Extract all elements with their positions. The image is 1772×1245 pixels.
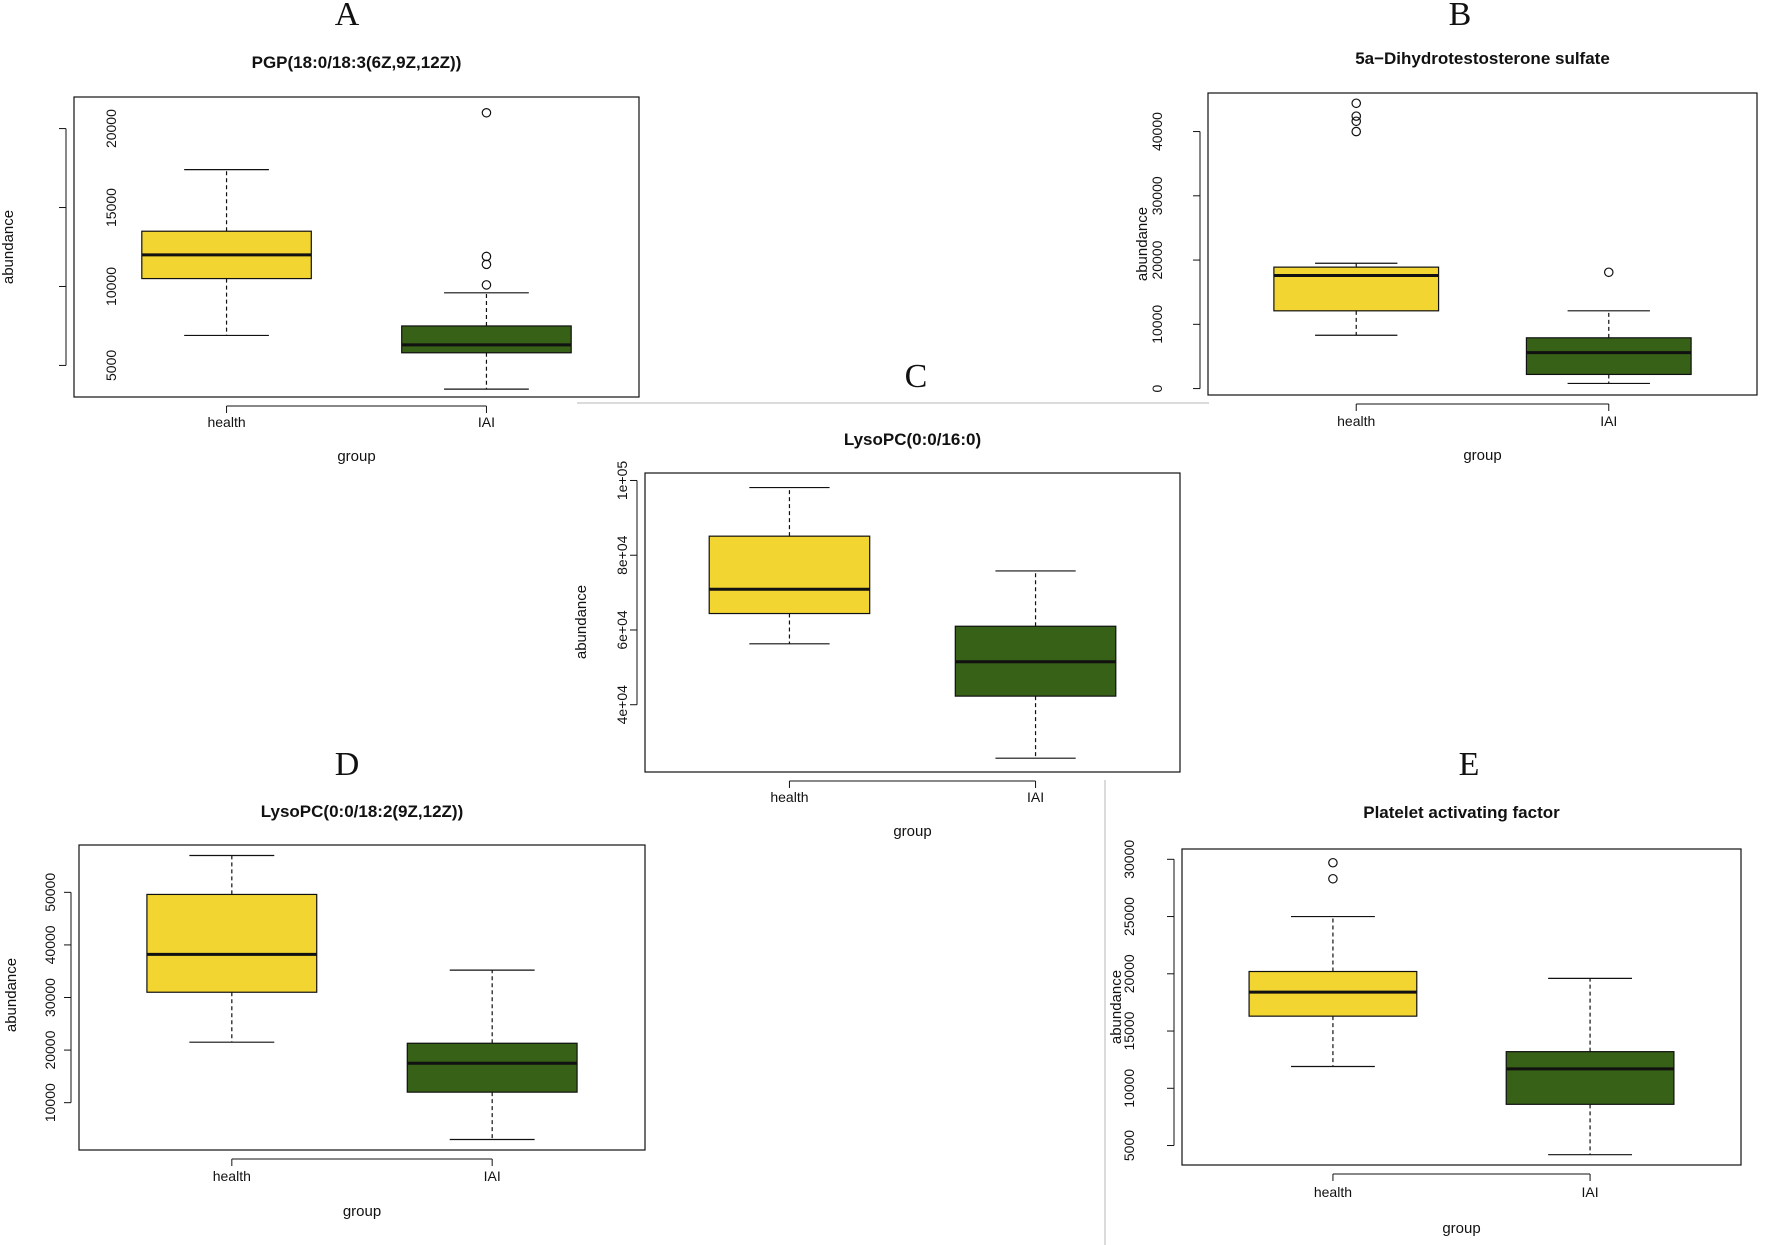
y-tick-label: 8e+04 bbox=[614, 535, 630, 575]
outlier-point bbox=[481, 107, 492, 118]
x-tick-label: health bbox=[1337, 413, 1375, 429]
y-tick-label: 30000 bbox=[42, 978, 58, 1017]
x-axis-title: group bbox=[343, 1203, 381, 1220]
y-axis-title: abundance bbox=[1134, 207, 1151, 281]
chart-panel-b: B 5a−Dihydrotestosterone sulfate 0 10000 200… bbox=[1134, 0, 1758, 464]
box-iai bbox=[1505, 977, 1675, 1156]
box-iai bbox=[406, 969, 578, 1141]
y-tick-label: 30000 bbox=[1121, 840, 1137, 879]
panel-letter: A bbox=[335, 0, 360, 33]
outlier-point bbox=[1351, 126, 1362, 137]
plot-frame bbox=[644, 472, 1181, 773]
box-health bbox=[1273, 98, 1440, 336]
outlier-point bbox=[481, 251, 492, 262]
box-health bbox=[146, 854, 318, 1043]
chart-title: LysoPC(0:0/18:2(9Z,12Z)) bbox=[261, 802, 463, 821]
y-axis-title: abundance bbox=[0, 210, 17, 284]
x-axis-title: group bbox=[1463, 447, 1501, 464]
x-tick-label: health bbox=[770, 789, 808, 805]
chart-panel-c: C LysoPC(0:0/16:0) 4e+04 6e+04 8e+04 1e+05 abu… bbox=[573, 358, 1181, 840]
y-tick-label: 15000 bbox=[1121, 1011, 1137, 1050]
x-tick-label: health bbox=[207, 414, 245, 430]
y-tick-label: 30000 bbox=[1149, 176, 1165, 215]
y-tick-label: 20000 bbox=[1121, 954, 1137, 993]
box-health bbox=[141, 169, 312, 337]
x-axis-title: group bbox=[337, 448, 375, 465]
x-tick-label: IAI bbox=[484, 1168, 501, 1184]
y-tick-label: 15000 bbox=[103, 188, 119, 227]
plot-frame bbox=[1181, 848, 1742, 1166]
outlier-point bbox=[1351, 116, 1362, 127]
y-tick-label: 1e+05 bbox=[614, 461, 630, 501]
y-tick-label: 10000 bbox=[1121, 1069, 1137, 1108]
chart-title: PGP(18:0/18:3(6Z,9Z,12Z)) bbox=[252, 53, 462, 72]
iqr-box bbox=[401, 325, 572, 354]
iqr-box bbox=[406, 1042, 578, 1093]
plot-frame bbox=[73, 96, 640, 398]
chart-panel-e: E Platelet activating factor 5000 10000 1500… bbox=[1108, 746, 1742, 1237]
y-tick-label: 40000 bbox=[42, 925, 58, 964]
chart-title: 5a−Dihydrotestosterone sulfate bbox=[1355, 49, 1610, 68]
outlier-point bbox=[1351, 98, 1362, 109]
box-health bbox=[708, 486, 871, 645]
chart-panel-a: A PGP(18:0/18:3(6Z,9Z,12Z)) 5000 10000 15000… bbox=[0, 0, 640, 465]
y-tick-label: 5000 bbox=[1121, 1130, 1137, 1161]
chart-title: LysoPC(0:0/16:0) bbox=[844, 430, 981, 449]
box-iai bbox=[954, 570, 1117, 759]
y-tick-label: 40000 bbox=[1149, 112, 1165, 151]
iqr-box bbox=[708, 535, 871, 615]
y-tick-label: 10000 bbox=[1149, 305, 1165, 344]
box-iai bbox=[401, 107, 572, 390]
plot-frame bbox=[1207, 92, 1758, 396]
x-tick-label: IAI bbox=[1582, 1184, 1599, 1200]
y-tick-label: 0 bbox=[1149, 384, 1165, 392]
outlier-point bbox=[1328, 857, 1338, 868]
y-tick-label: 10000 bbox=[103, 267, 119, 306]
iqr-box bbox=[1273, 266, 1440, 312]
plot-frame bbox=[78, 844, 646, 1151]
y-axis-title: abundance bbox=[3, 958, 20, 1032]
outlier-point bbox=[481, 259, 492, 270]
x-axis-title: group bbox=[1442, 1220, 1480, 1237]
y-tick-label: 5000 bbox=[103, 350, 119, 381]
iqr-box bbox=[1525, 337, 1692, 376]
panel-letter: C bbox=[905, 358, 928, 395]
y-axis-title: abundance bbox=[1108, 970, 1125, 1044]
y-axis-title: abundance bbox=[573, 585, 590, 659]
x-tick-label: IAI bbox=[1600, 413, 1617, 429]
y-tick-label: 6e+04 bbox=[614, 610, 630, 650]
iqr-box bbox=[146, 893, 318, 993]
x-tick-label: health bbox=[1314, 1184, 1352, 1200]
y-tick-label: 50000 bbox=[42, 873, 58, 912]
outlier-point bbox=[1603, 267, 1614, 278]
x-axis-title: group bbox=[893, 823, 931, 840]
box-health bbox=[1248, 857, 1418, 1068]
x-tick-label: health bbox=[213, 1168, 251, 1184]
y-tick-label: 10000 bbox=[42, 1083, 58, 1122]
y-tick-label: 4e+04 bbox=[614, 685, 630, 725]
x-tick-label: IAI bbox=[1027, 789, 1044, 805]
chart-title: Platelet activating factor bbox=[1363, 803, 1560, 822]
outlier-point bbox=[481, 280, 492, 290]
x-tick-label: IAI bbox=[478, 414, 495, 430]
y-tick-label: 25000 bbox=[1121, 897, 1137, 936]
y-tick-label: 20000 bbox=[103, 109, 119, 148]
box-iai bbox=[1525, 267, 1692, 385]
y-tick-label: 20000 bbox=[1149, 240, 1165, 279]
outlier-point bbox=[1328, 873, 1338, 884]
outlier-point bbox=[1351, 111, 1362, 121]
panel-letter: B bbox=[1449, 0, 1472, 33]
iqr-box bbox=[1248, 970, 1418, 1017]
chart-panel-d: D LysoPC(0:0/18:2(9Z,12Z)) 10000 20000 30000… bbox=[3, 746, 646, 1220]
panel-letter: E bbox=[1459, 746, 1480, 783]
iqr-box bbox=[1505, 1051, 1675, 1105]
y-tick-label: 20000 bbox=[42, 1030, 58, 1069]
panel-letter: D bbox=[335, 746, 360, 783]
